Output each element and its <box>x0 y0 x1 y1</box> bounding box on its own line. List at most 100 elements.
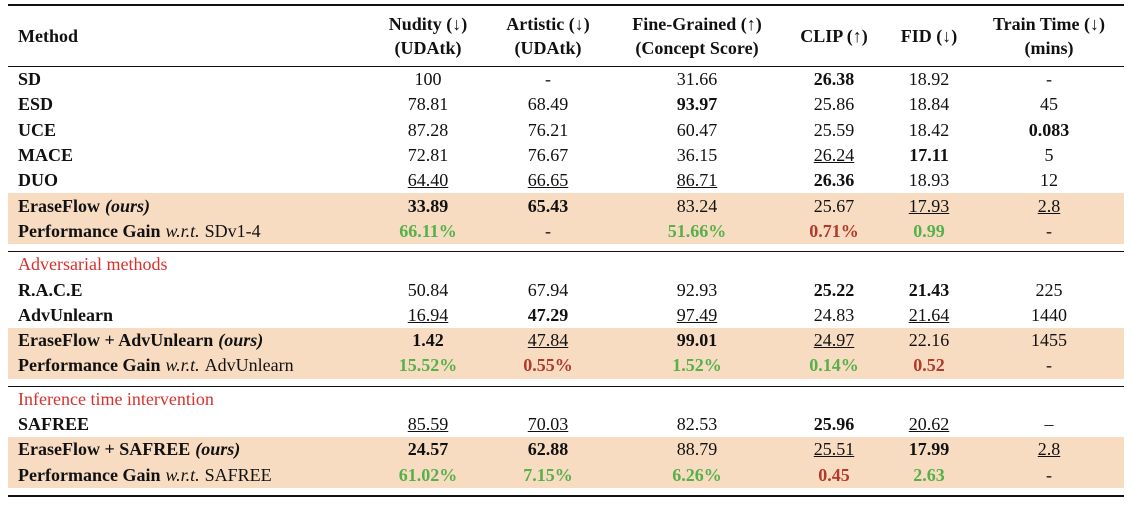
value-cell: 18.84 <box>884 92 974 117</box>
value-cell: 12 <box>974 168 1124 193</box>
value-cell: 0.083 <box>974 118 1124 143</box>
table-row: Performance Gain w.r.t. SAFREE 61.02% 7.15% 6… <box>8 462 1124 488</box>
value-text: 76.67 <box>527 145 569 166</box>
value-text: 22.16 <box>908 330 950 351</box>
value-cell: 72.81 <box>370 143 486 168</box>
method-text: EraseFlow + AdvUnlearn <box>18 330 214 351</box>
value-cell: 20.62 <box>884 412 974 437</box>
value-cell: 68.49 <box>486 92 610 117</box>
value-text: 36.15 <box>676 145 718 166</box>
value-cell: 31.66 <box>610 67 784 93</box>
value-cell: 1440 <box>974 303 1124 328</box>
value-text: - <box>1046 464 1052 485</box>
value-text: 26.24 <box>813 145 855 166</box>
value-text: 65.43 <box>527 195 569 216</box>
method-text: EraseFlow <box>18 195 100 216</box>
value-text: 24.57 <box>407 439 449 460</box>
value-cell: 25.96 <box>784 412 884 437</box>
value-text: 1.42 <box>412 330 444 351</box>
table-row: EraseFlow + SAFREE (ours) 24.57 62.88 88.79 2… <box>8 437 1124 463</box>
value-cell: 25.86 <box>784 92 884 117</box>
value-text: 1455 <box>1031 330 1067 351</box>
table-row: MACE 72.81 76.67 36.15 26.24 17.11 5 <box>8 143 1124 168</box>
method-text: w.r.t. <box>165 220 200 241</box>
table-section: Adversarial methods R.A.C.E 50.84 67.94 92.9… <box>8 251 1124 387</box>
value-text: 66.65 <box>527 170 569 191</box>
value-cell: 225 <box>974 277 1124 302</box>
value-cell: 26.24 <box>784 143 884 168</box>
value-text: 16.94 <box>407 304 449 325</box>
header-text: Nudity (↓) <box>388 14 468 34</box>
value-cell: 17.11 <box>884 143 974 168</box>
method-text: Performance Gain <box>18 220 161 241</box>
header-row: Method Nudity (↓) (UDAtk) Artistic (↓) (UDAt… <box>8 5 1124 67</box>
value-cell: 51.66% <box>610 218 784 245</box>
method-text: (ours) <box>104 195 150 216</box>
value-cell: 21.43 <box>884 277 974 302</box>
method-cell: ESD <box>8 92 370 117</box>
method-text: UCE <box>18 119 57 140</box>
method-text: SAFREE <box>18 414 90 434</box>
table-row: R.A.C.E 50.84 67.94 92.93 25.22 21.43 225 <box>8 277 1124 302</box>
header-text: Fine-Grained (↑) <box>632 14 762 34</box>
header-text: (mins) <box>1024 38 1074 58</box>
value-cell: 45 <box>974 92 1124 117</box>
table-section: SD 100 - 31.66 26.38 18.92 - ESD 78.81 68.49 93.97… <box>8 66 1124 252</box>
value-text: 18.92 <box>908 69 950 90</box>
value-text: 66.11% <box>399 220 457 241</box>
method-cell: SD <box>8 67 370 93</box>
value-cell: 78.81 <box>370 92 486 117</box>
method-text: DUO <box>18 170 58 191</box>
table-section: Inference time intervention SAFREE 85.59 70… <box>8 386 1124 496</box>
value-text: 93.97 <box>676 94 718 115</box>
header-text: Method <box>18 26 78 46</box>
value-text: 25.67 <box>813 195 855 216</box>
value-text: 70.03 <box>527 414 569 434</box>
method-text: w.r.t. <box>165 355 200 376</box>
value-text: 83.24 <box>676 195 718 216</box>
method-cell: R.A.C.E <box>8 277 370 302</box>
value-cell: - <box>974 67 1124 93</box>
table-row: Performance Gain w.r.t. AdvUnlearn 15.52% 0.… <box>8 353 1124 379</box>
value-text: 85.59 <box>407 414 449 434</box>
method-cell: Performance Gain w.r.t. AdvUnlearn <box>8 353 370 379</box>
value-text: 0.45 <box>818 464 850 485</box>
value-cell: 2.63 <box>884 462 974 488</box>
header-cell: FID (↓) <box>884 5 974 67</box>
value-cell: 25.22 <box>784 277 884 302</box>
value-text: – <box>1044 414 1054 434</box>
value-text: 97.49 <box>676 304 718 325</box>
value-cell: 24.57 <box>370 437 486 463</box>
value-cell: 64.40 <box>370 168 486 193</box>
value-cell: 47.84 <box>486 327 610 354</box>
value-text: 26.38 <box>813 69 855 90</box>
value-cell: 76.67 <box>486 143 610 168</box>
value-cell: 50.84 <box>370 277 486 302</box>
value-text: 0.55% <box>523 355 573 376</box>
spacer-cell <box>8 244 1124 252</box>
value-text: 24.83 <box>813 304 855 325</box>
header-cell: Nudity (↓) (UDAtk) <box>370 5 486 67</box>
value-text: 18.42 <box>908 119 950 140</box>
method-cell: SAFREE <box>8 412 370 437</box>
value-text: 64.40 <box>407 170 449 191</box>
value-text: 2.8 <box>1037 195 1061 216</box>
header-text: FID (↓) <box>900 26 958 46</box>
value-cell: 2.8 <box>974 437 1124 463</box>
value-text: 82.53 <box>676 414 718 434</box>
value-text: 18.84 <box>908 94 950 115</box>
spacer-cell <box>8 379 1124 387</box>
value-cell: 92.93 <box>610 277 784 302</box>
value-text: 47.29 <box>527 304 569 325</box>
method-cell: Performance Gain w.r.t. SDv1-4 <box>8 218 370 245</box>
value-cell: 85.59 <box>370 412 486 437</box>
method-text: Performance Gain <box>18 355 161 376</box>
value-cell: 47.29 <box>486 303 610 328</box>
value-cell: 88.79 <box>610 437 784 463</box>
spacer <box>8 244 1124 252</box>
value-text: 25.96 <box>813 414 855 434</box>
value-text: 0.52 <box>913 355 945 376</box>
section-label-row: Inference time intervention <box>8 386 1124 412</box>
method-text: (ours) <box>218 330 264 351</box>
